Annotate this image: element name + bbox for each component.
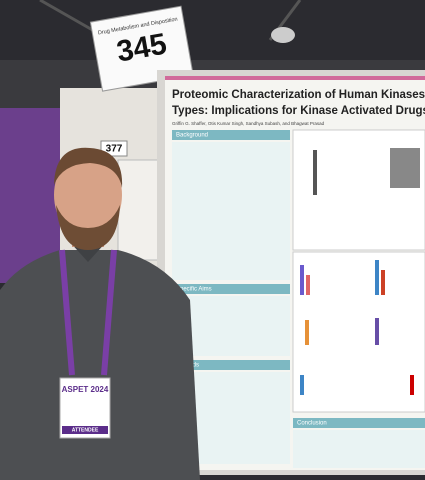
- hair: [54, 147, 123, 188]
- figure-bar: [313, 150, 317, 195]
- figure: [292, 251, 425, 413]
- figure-bar: [300, 375, 304, 395]
- booth-number: 377: [106, 144, 123, 155]
- figure-bar: [390, 148, 420, 188]
- figure-bar: [305, 320, 309, 345]
- figure-bar: [300, 265, 304, 295]
- ceiling-light: [271, 27, 295, 43]
- badge-role: ATTENDEE: [72, 427, 99, 433]
- section-title: Background: [176, 133, 208, 139]
- figure-bar: [375, 260, 379, 295]
- section-header: [293, 418, 425, 428]
- poster-authors: Griffin G. Shaffer, Otis Kumar Singh, Sa…: [172, 121, 325, 126]
- poster-title: Proteomic Characterization of Human Kina…: [172, 89, 425, 101]
- sign-board: [89, 5, 194, 92]
- lanyard: [59, 249, 117, 376]
- booth-tag: [100, 140, 128, 157]
- section-header: [172, 360, 290, 370]
- section-header: [172, 284, 290, 294]
- section-body: [172, 142, 290, 280]
- beard: [56, 205, 120, 250]
- poster-title: Types: Implications for Kinase Activated…: [172, 105, 425, 117]
- figure-bar: [306, 275, 310, 295]
- section-title: Specific Aims: [176, 287, 212, 293]
- badge-strip: [62, 426, 108, 434]
- poster-band: [165, 76, 425, 80]
- figure-bar: [410, 375, 414, 395]
- figure-bar: [375, 318, 379, 345]
- neighbor-poster: [117, 159, 159, 261]
- number-sign: Drug Metabolism and Disposition 345: [89, 5, 194, 92]
- section-header: [172, 130, 290, 140]
- face: [54, 152, 122, 238]
- figure-bar: [381, 270, 385, 295]
- section-title: Conclusion: [297, 421, 327, 427]
- shirt: [0, 250, 200, 480]
- section-body: [293, 430, 425, 468]
- badge-event: ASPET 2024: [62, 385, 109, 394]
